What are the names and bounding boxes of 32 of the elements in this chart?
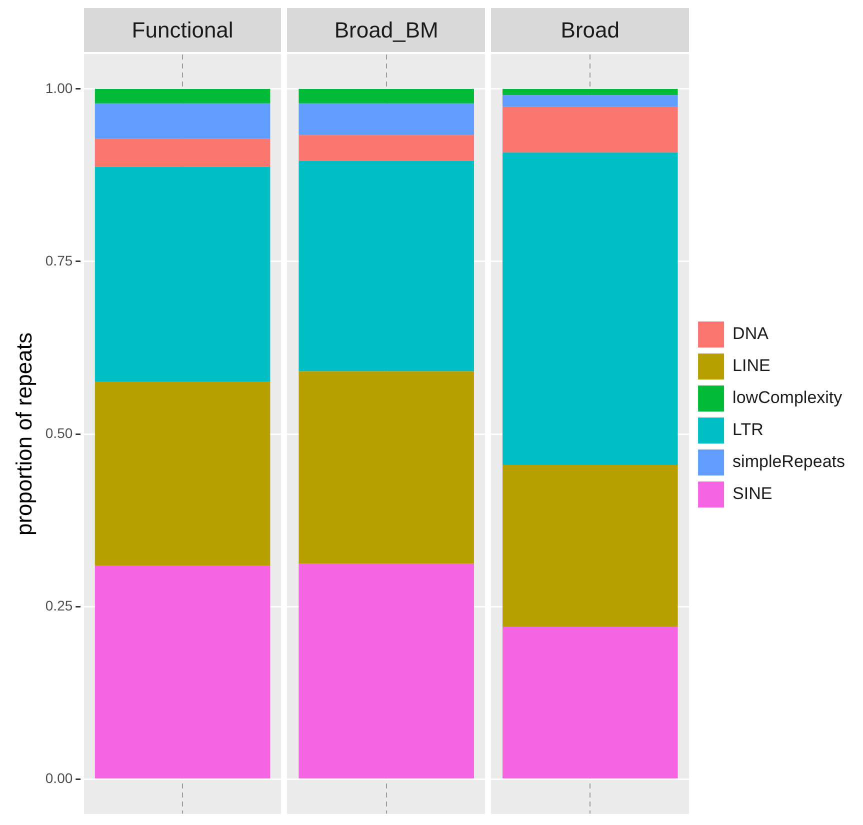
bar: [298, 564, 474, 778]
bar: [502, 626, 678, 778]
bar: [502, 106, 678, 152]
bar: [298, 103, 474, 136]
bar: [502, 95, 678, 107]
x-tick-label: Broad: [560, 17, 620, 42]
bar: [94, 382, 270, 566]
bar: [94, 88, 270, 104]
y-tick-label: 0.50: [45, 424, 73, 441]
bar: [298, 88, 474, 104]
bar: [94, 166, 270, 382]
y-tick-label: 0.25: [45, 597, 73, 614]
bar: [94, 103, 270, 139]
bar: [298, 371, 474, 564]
y-tick-label: 0.00: [45, 770, 73, 786]
legend-label: simpleRepeats: [732, 452, 846, 472]
legend-label: LTR: [732, 420, 764, 440]
x-tick-label: Broad_BM: [334, 17, 438, 42]
bar: [502, 88, 678, 96]
bar: [298, 160, 474, 372]
legend-label: LINE: [732, 356, 770, 376]
x-tick-label: Functional: [132, 17, 234, 42]
legend-label: SINE: [732, 484, 772, 504]
bar: [298, 135, 474, 161]
bar: [502, 465, 678, 627]
bar: [94, 138, 270, 167]
legend-label: lowComplexity: [732, 388, 843, 408]
bar: [94, 566, 270, 778]
y-axis-title: proportion of repeats: [11, 332, 36, 536]
y-tick-label: 1.00: [45, 80, 73, 96]
legend-label: DNA: [732, 324, 770, 344]
y-tick-label: 0.75: [45, 252, 73, 268]
